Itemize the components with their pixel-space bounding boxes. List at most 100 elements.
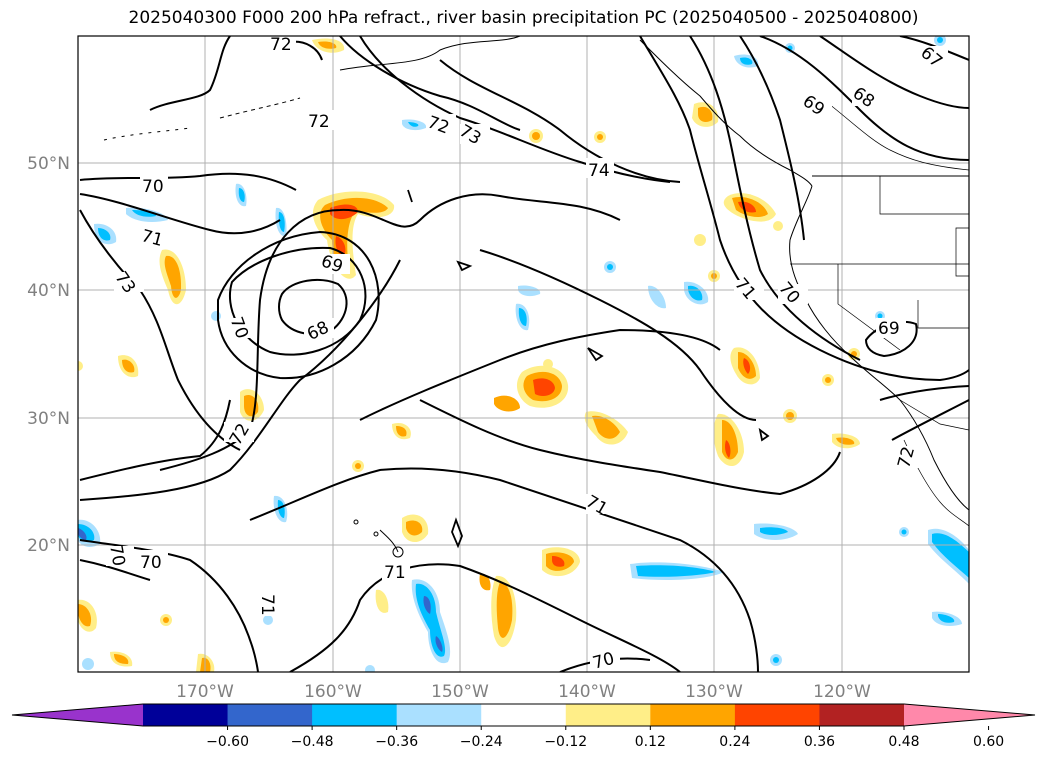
lon-labels: 170°W 160°W 150°W 140°W 130°W 120°W: [176, 682, 871, 702]
contour-small-loop: [456, 260, 473, 272]
negative-anomaly-patch: [278, 212, 285, 232]
contour-label: 74: [588, 161, 610, 181]
lon-label-160w: 160°W: [304, 682, 362, 702]
contour-72-coast: [739, 36, 805, 241]
positive-anomaly-patch: [552, 556, 565, 567]
lat-labels: 50°N 40°N 30°N 20°N: [27, 154, 70, 556]
contour-71-central: [479, 249, 757, 421]
negative-anomaly-patch: [518, 308, 527, 326]
contour-71-coast: [689, 36, 861, 361]
colorbar-extend-high: [904, 704, 1035, 726]
negative-anomaly-dot: [937, 37, 943, 43]
positive-anomaly-dot: [786, 412, 794, 420]
negative-anomaly-dot: [82, 658, 94, 670]
state-border: [917, 300, 969, 329]
positive-anomaly-patch: [836, 437, 855, 445]
contour-71-band: [79, 259, 401, 501]
map-panel: 72 72 72 73 74 69 68 67 70 71: [77, 35, 970, 673]
contour-70-central: [359, 328, 721, 421]
us-west-coast: [789, 185, 969, 511]
negative-anomaly-dot: [211, 311, 221, 321]
bc-coast: [639, 39, 813, 187]
positive-anomaly-dot: [78, 361, 83, 371]
lat-label-40n: 40°N: [27, 281, 70, 301]
contour-label: 71: [257, 594, 277, 616]
negative-anomaly-patch: [435, 636, 443, 652]
lat-label-50n: 50°N: [27, 154, 70, 174]
positive-anomaly-dot: [773, 221, 783, 231]
lon-label-150w: 150°W: [431, 682, 489, 702]
aleutian-islands: [219, 97, 301, 119]
contour-72-se: [879, 385, 969, 401]
positive-anomaly-patch: [78, 604, 92, 627]
state-border: [955, 227, 969, 277]
positive-anomaly-dot: [825, 377, 831, 383]
negative-anomaly-dot: [773, 657, 779, 663]
contour-71-bottom: [289, 563, 681, 672]
colorbar-tick-label: −0.48: [291, 734, 334, 750]
precip-anomaly-shading: [78, 36, 969, 672]
contour-73-west: [79, 209, 241, 451]
hawaii-islands: [379, 529, 399, 553]
negative-anomaly-patch: [277, 500, 285, 518]
contour-71-south: [249, 467, 759, 672]
negative-anomaly-patch: [423, 596, 431, 614]
contour-70-west: [79, 172, 297, 191]
contour-70-low: [217, 230, 380, 380]
positive-anomaly-central: [516, 365, 569, 408]
colorbar-segment: [734, 704, 820, 726]
negative-anomaly-dot: [901, 529, 907, 535]
lat-label-20n: 20°N: [27, 536, 70, 556]
coastlines: [103, 36, 969, 558]
positive-anomaly-patch: [122, 359, 135, 373]
colorbar-segment: [227, 704, 313, 726]
colorbar-segment: [396, 704, 482, 726]
colorbar-tick-label: 0.48: [888, 734, 919, 750]
colorbar-segment: [819, 704, 905, 726]
contour-71-west: [79, 193, 281, 235]
negative-anomaly-patch: [518, 285, 541, 297]
positive-anomaly-dot: [597, 134, 603, 140]
negative-anomaly-patch: [648, 285, 666, 309]
negative-anomaly-dot: [877, 313, 883, 319]
positive-anomaly-patch: [494, 395, 520, 412]
negative-anomaly-patch: [408, 122, 419, 127]
lon-label-170w: 170°W: [176, 682, 234, 702]
positive-anomaly-patch: [396, 426, 407, 437]
us-mexico-border: [899, 399, 969, 431]
contour-73-se: [891, 399, 969, 441]
negative-anomaly-patch: [688, 285, 703, 301]
positive-anomaly-patch: [114, 654, 129, 664]
negative-anomaly-patch: [636, 565, 716, 577]
positive-anomaly-patch: [375, 589, 389, 613]
colorbar-tick-label: −0.12: [544, 734, 587, 750]
negative-anomaly-dot: [365, 665, 375, 672]
positive-anomaly-dot: [694, 234, 706, 246]
hawaii-maui: [373, 531, 379, 537]
positive-anomaly-patch: [164, 255, 182, 298]
positive-anomaly-patch: [743, 358, 751, 374]
positive-anomaly-dot: [532, 132, 540, 140]
positive-anomaly-dot: [543, 359, 553, 369]
positive-anomaly-patch: [592, 415, 620, 439]
negative-anomaly-patch: [932, 533, 969, 578]
hawaii-big-island: [392, 546, 404, 558]
colorbar-tick-label: −0.36: [375, 734, 418, 750]
contour-label: 69: [878, 319, 900, 339]
lon-label-130w: 130°W: [685, 682, 743, 702]
contour-69-ne: [759, 36, 969, 161]
colorbar-segment: [312, 704, 398, 726]
positive-anomaly-patch: [725, 440, 731, 458]
contour-label: 72: [270, 35, 292, 55]
colorbar-segment: [481, 704, 567, 726]
contour-71-east: [419, 399, 841, 496]
colorbar-outline: [11, 703, 1036, 727]
contour-70-sw: [79, 559, 151, 581]
contour-68-ne: [819, 36, 969, 109]
contour-small-loop: [407, 189, 413, 203]
refractivity-contours: [79, 36, 969, 672]
lon-label-120w: 120°W: [813, 682, 871, 702]
lat-label-30n: 30°N: [27, 409, 70, 429]
contour-label: 72: [308, 112, 330, 132]
